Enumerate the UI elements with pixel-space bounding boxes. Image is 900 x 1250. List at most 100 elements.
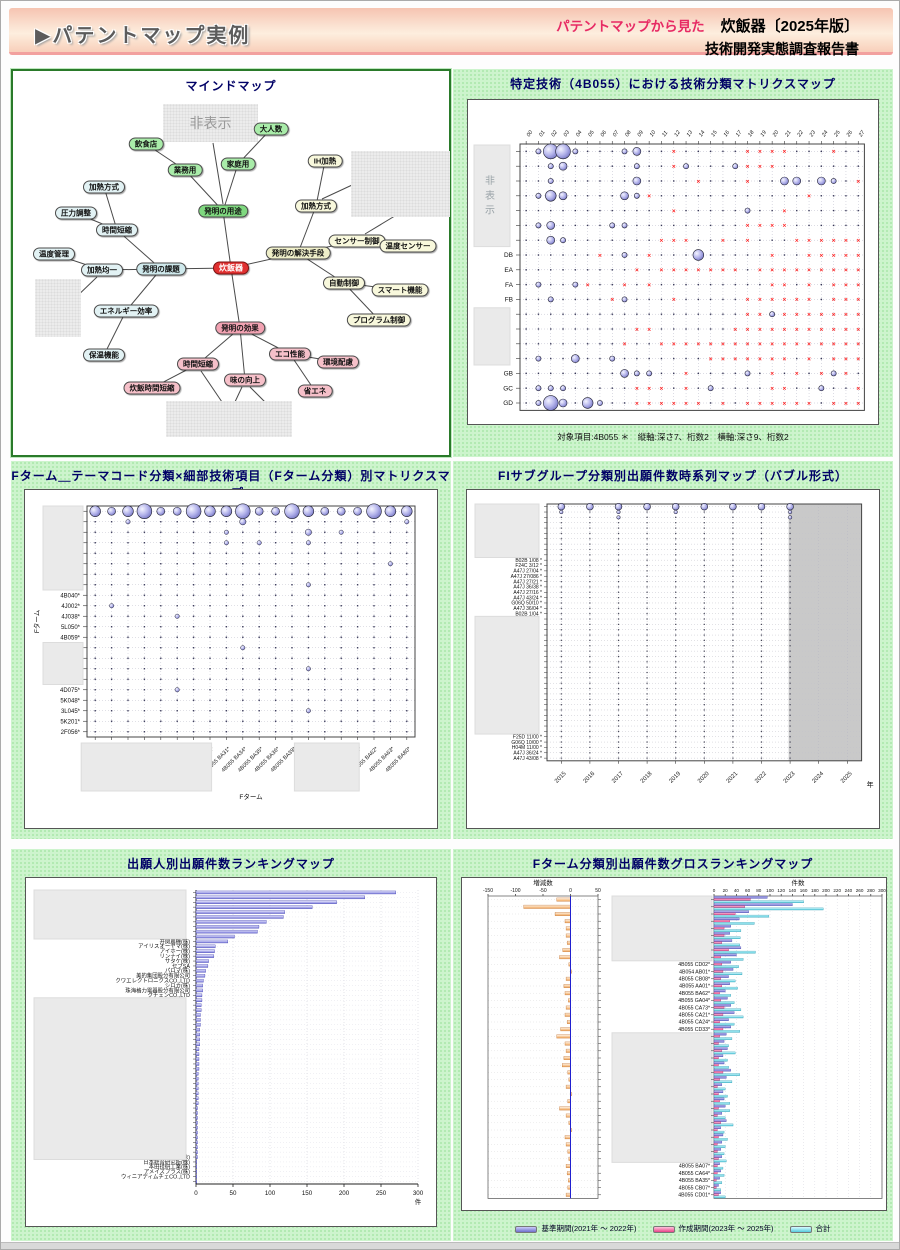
dot	[617, 554, 620, 556]
dot	[356, 542, 359, 544]
dot	[550, 283, 552, 286]
dot	[209, 710, 211, 712]
bar	[195, 929, 258, 934]
dot	[760, 746, 763, 749]
dot	[525, 387, 527, 389]
dot	[373, 584, 375, 586]
dot	[808, 387, 810, 389]
dot	[242, 731, 244, 733]
bar	[195, 915, 284, 919]
bubble	[535, 385, 542, 392]
count-bar	[713, 1171, 718, 1175]
hidden-block	[474, 615, 540, 735]
x-mark: ×	[733, 267, 737, 274]
dot	[406, 689, 408, 691]
x-mark: ×	[844, 400, 848, 407]
dot	[94, 731, 96, 733]
x-mark: ×	[623, 282, 627, 289]
dot	[225, 573, 228, 575]
dot	[759, 195, 761, 197]
bar	[195, 925, 260, 929]
hidden-block	[293, 742, 360, 792]
bar	[195, 1165, 198, 1169]
dot	[340, 710, 342, 712]
dot	[560, 650, 562, 652]
x-mark: ×	[819, 267, 823, 274]
bubble	[571, 354, 580, 363]
row-label: 美的集団股分有限公司	[136, 972, 190, 980]
dot	[537, 254, 540, 256]
dot	[550, 328, 552, 330]
dot	[820, 209, 823, 212]
row-label: A47J 36/38 *	[513, 585, 542, 591]
dot	[760, 634, 763, 636]
dot	[340, 657, 342, 659]
dot	[734, 372, 736, 375]
dot	[340, 594, 342, 596]
fi-chart: 2015 2016 2017 2018 2019 2020 2021 2022 2023 2024…	[474, 502, 874, 789]
dot	[525, 224, 527, 227]
dot	[703, 516, 705, 518]
dot	[617, 677, 620, 679]
dot	[586, 254, 589, 256]
dot	[373, 573, 375, 575]
dot	[176, 563, 178, 565]
dot	[675, 532, 677, 535]
dot	[703, 639, 705, 642]
column-label: 05	[587, 129, 596, 138]
dot	[525, 283, 527, 286]
dot	[709, 372, 712, 375]
year-label: 2025	[840, 771, 854, 785]
bar	[195, 978, 204, 983]
dot	[127, 678, 129, 680]
dot	[586, 328, 589, 330]
x-mark: ×	[770, 356, 774, 363]
count-bar	[713, 1191, 721, 1194]
dot	[160, 594, 162, 596]
dot	[660, 357, 663, 360]
bar	[195, 998, 203, 1002]
dot	[574, 209, 577, 212]
mindmap-edge	[103, 186, 118, 231]
dot	[562, 209, 564, 212]
dot	[789, 623, 791, 625]
tick-label: 180	[811, 888, 819, 893]
x-mark: ×	[856, 178, 860, 185]
legend-label-recent: 作成期間(2023年 ～ 2025年)	[678, 1224, 774, 1233]
dot	[560, 736, 562, 738]
count-bar	[713, 927, 725, 930]
x-mark: ×	[672, 267, 676, 274]
dot	[589, 746, 591, 749]
dot	[646, 538, 648, 540]
dot	[373, 552, 375, 554]
dot	[589, 736, 591, 738]
dot	[258, 731, 260, 733]
dot	[675, 736, 677, 738]
row-label: B02B 1/04 *	[515, 611, 542, 617]
dot	[611, 209, 613, 212]
bubble	[614, 502, 623, 511]
x-mark: ×	[770, 386, 774, 393]
dot	[94, 657, 96, 659]
count-bar	[713, 1109, 730, 1112]
dot	[617, 720, 620, 722]
x-mark: ×	[856, 400, 860, 407]
dot	[732, 725, 734, 727]
bar	[195, 1096, 199, 1100]
dot	[589, 666, 591, 668]
mindmap-edge	[200, 370, 223, 403]
delta-bar	[565, 1164, 571, 1168]
count-bar	[713, 1195, 726, 1199]
count-bar	[713, 1092, 719, 1096]
dot	[760, 575, 763, 577]
x-mark: ×	[746, 149, 750, 156]
year-label: 2022	[754, 771, 768, 785]
bar	[195, 1145, 198, 1149]
dot	[143, 689, 146, 691]
dot	[274, 563, 277, 565]
dot	[209, 563, 211, 565]
bar	[195, 1032, 200, 1037]
dot	[760, 570, 763, 572]
x-mark: ×	[684, 400, 688, 407]
dot	[675, 693, 677, 695]
